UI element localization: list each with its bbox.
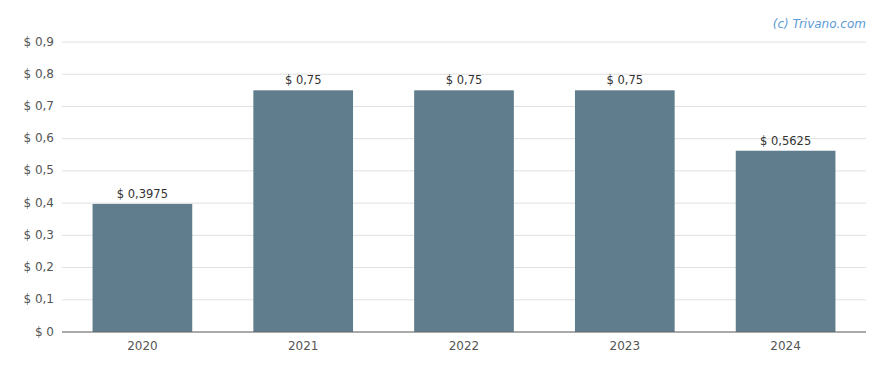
bar (575, 90, 675, 332)
data-label: $ 0,75 (446, 73, 483, 87)
y-tick-label: $ 0 (35, 325, 54, 339)
y-tick-label: $ 0,4 (23, 196, 54, 210)
bar (414, 90, 514, 332)
data-label: $ 0,3975 (117, 187, 168, 201)
y-axis: $ 0 $ 0,1 $ 0,2 $ 0,3 $ 0,4 $ 0,5 $ 0,6 $ 0,7 $ … (23, 35, 54, 339)
bar (93, 204, 193, 332)
x-tick-label: 2023 (610, 339, 641, 353)
x-tick-label: 2024 (770, 339, 801, 353)
grid (62, 42, 866, 332)
x-tick-label: 2020 (127, 339, 158, 353)
y-tick-label: $ 0,5 (23, 163, 54, 177)
x-axis-line (62, 332, 866, 333)
data-label: $ 0,75 (285, 73, 322, 87)
x-axis: 2020 2021 2022 2023 2024 (62, 332, 866, 353)
y-tick-label: $ 0,2 (23, 260, 54, 274)
y-tick-label: $ 0,7 (23, 99, 54, 113)
bars (93, 90, 836, 332)
watermark: (c) Trivano.com (773, 17, 866, 31)
chart-container: $ 0 $ 0,1 $ 0,2 $ 0,3 $ 0,4 $ 0,5 $ 0,6 $ 0,7 $ … (0, 0, 888, 370)
x-tick-label: 2022 (449, 339, 480, 353)
y-tick-label: $ 0,1 (23, 292, 54, 306)
grid-line (62, 42, 866, 43)
bar (736, 151, 836, 332)
data-label: $ 0,75 (607, 73, 644, 87)
chart: $ 0 $ 0,1 $ 0,2 $ 0,3 $ 0,4 $ 0,5 $ 0,6 $ 0,7 $ … (0, 0, 888, 370)
y-tick-label: $ 0,3 (23, 228, 54, 242)
y-tick-label: $ 0,9 (23, 35, 54, 49)
data-labels: $ 0,3975 $ 0,75 $ 0,75 $ 0,75 $ 0,5625 (117, 73, 811, 201)
y-tick-label: $ 0,8 (23, 67, 54, 81)
bar (253, 90, 353, 332)
y-tick-label: $ 0,6 (23, 131, 54, 145)
grid-line (62, 332, 866, 333)
x-tick-label: 2021 (288, 339, 319, 353)
data-label: $ 0,5625 (760, 134, 811, 148)
